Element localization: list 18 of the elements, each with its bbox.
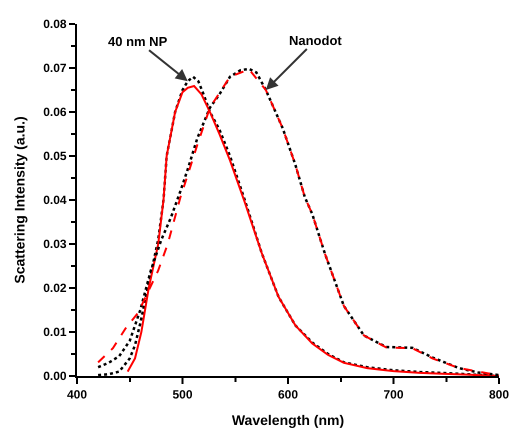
y-tick-label: 0.08 — [43, 17, 67, 32]
y-tick-label: 0.06 — [43, 105, 67, 120]
x-tick-label: 400 — [66, 387, 88, 402]
x-axis-title: Wavelength (nm) — [232, 412, 344, 428]
y-tick-label: 0.02 — [43, 281, 67, 296]
y-tick-label: 0.03 — [43, 237, 67, 252]
annotation: 40 nm NP — [108, 34, 168, 49]
x-tick-label: 700 — [383, 387, 404, 402]
y-tick-label: 0.05 — [43, 149, 67, 164]
x-tick-label: 500 — [172, 387, 193, 402]
y-tick-label: 0.07 — [43, 61, 67, 76]
x-tick-label: 800 — [488, 387, 510, 402]
y-tick-label: 0.01 — [43, 325, 67, 340]
annotation: Nanodot — [289, 33, 342, 48]
y-axis-title: Scattering Intensity (a.u.) — [11, 116, 28, 284]
x-tick-label: 600 — [278, 387, 298, 402]
y-tick-label: 0.04 — [43, 193, 67, 208]
y-tick-label: 0.00 — [43, 369, 67, 384]
